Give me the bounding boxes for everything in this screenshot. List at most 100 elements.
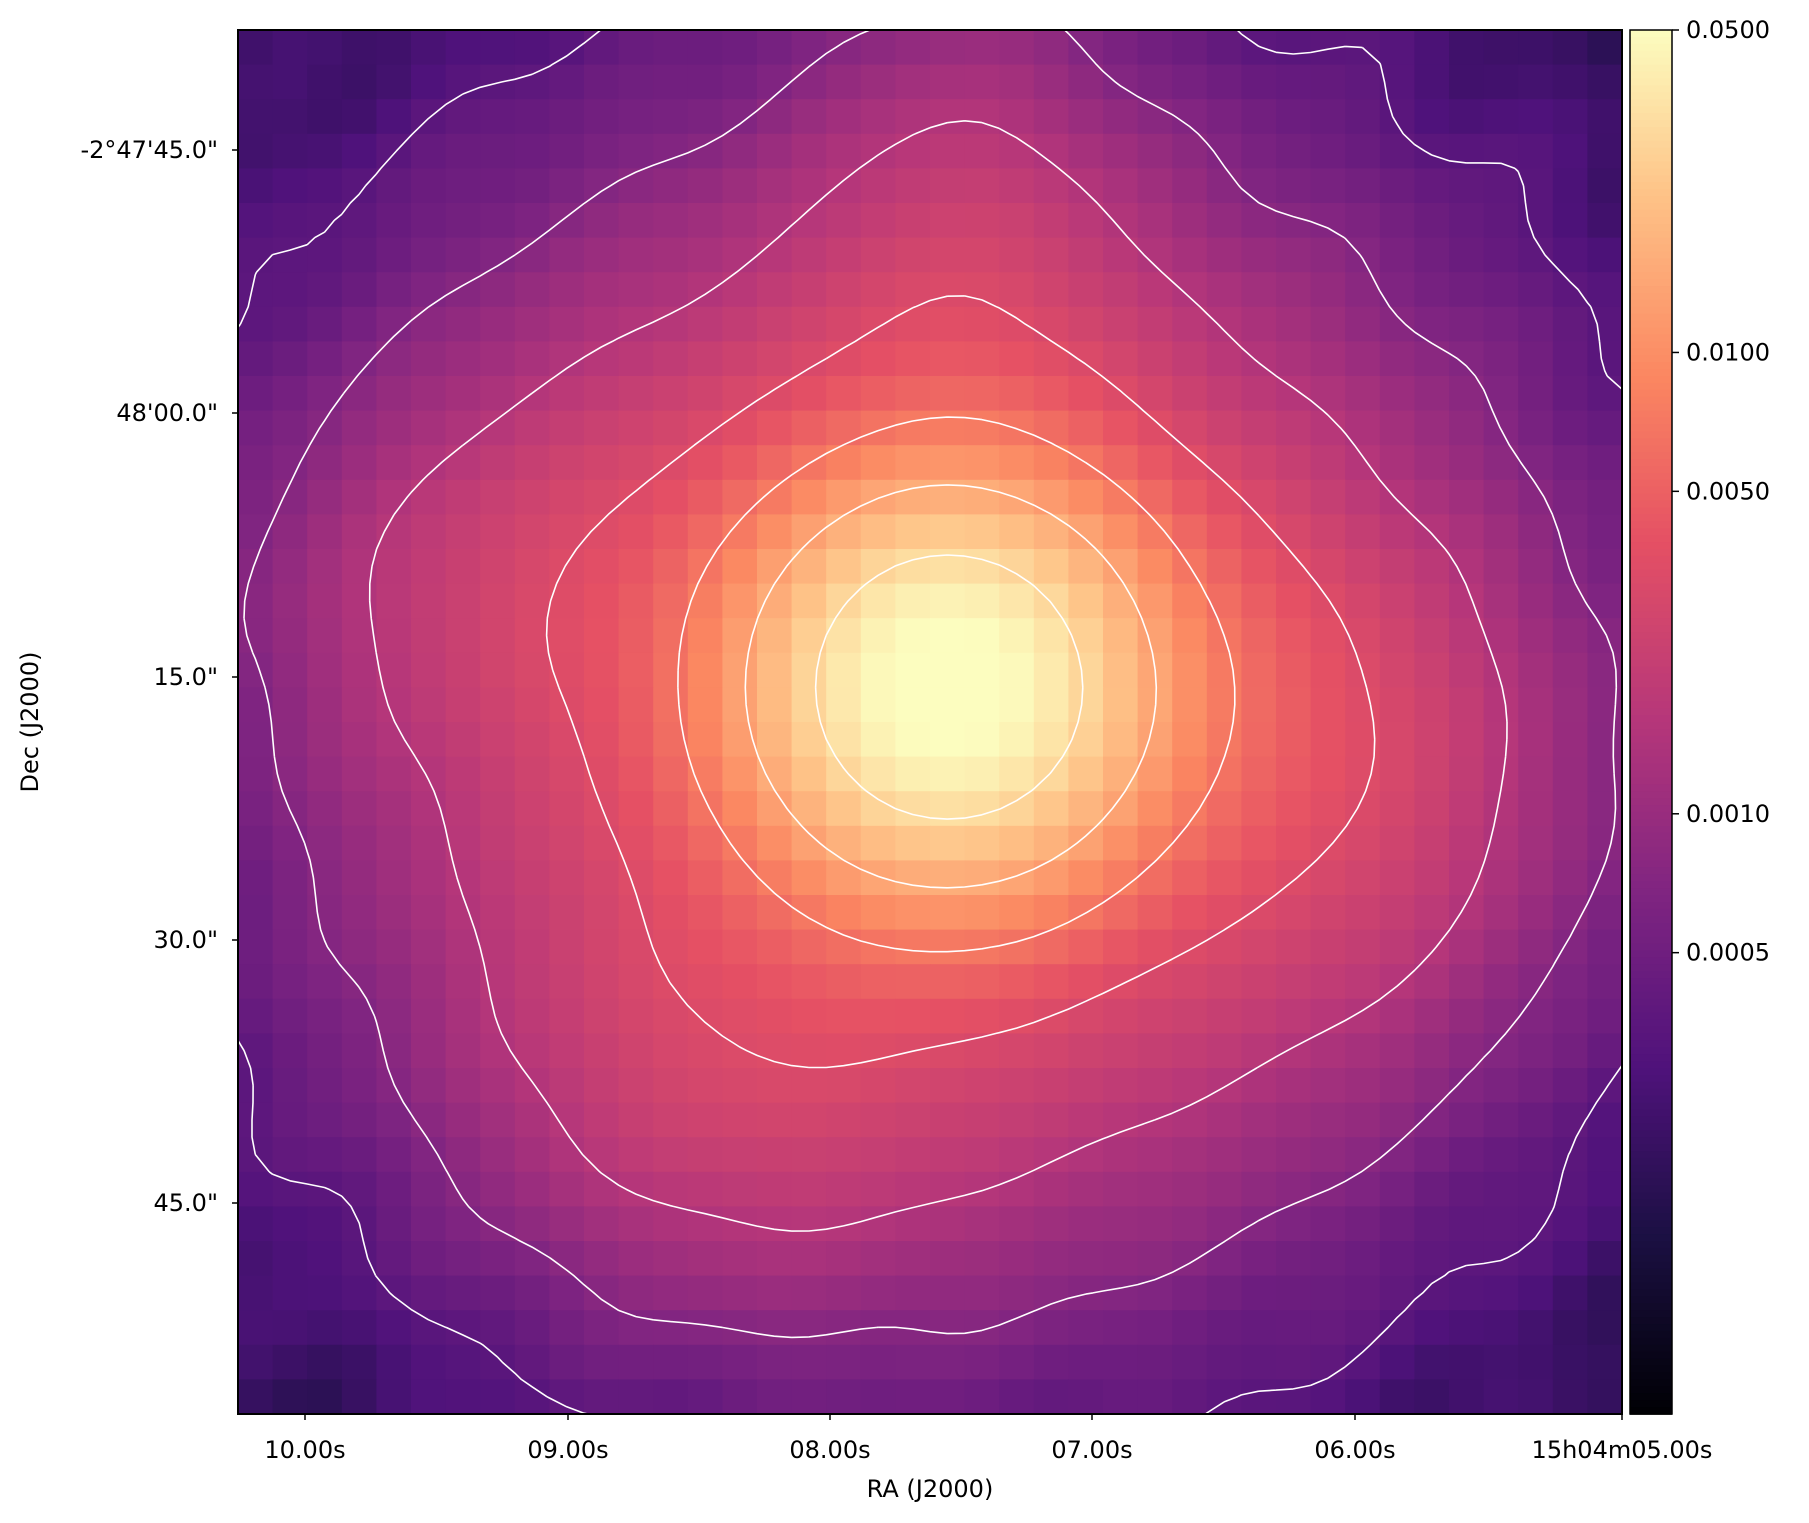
heatmap-cell bbox=[1449, 1137, 1485, 1173]
heatmap-cell bbox=[272, 998, 308, 1034]
heatmap-cell bbox=[1310, 306, 1346, 342]
heatmap-cell bbox=[1276, 1344, 1312, 1380]
heatmap-cell bbox=[618, 1206, 654, 1242]
heatmap-cell bbox=[1137, 722, 1173, 758]
heatmap-cell bbox=[1310, 825, 1346, 861]
heatmap-cell bbox=[1518, 99, 1554, 135]
heatmap-cell bbox=[307, 133, 343, 169]
heatmap-cell bbox=[445, 410, 481, 446]
heatmap-cell bbox=[618, 1310, 654, 1346]
heatmap-cell bbox=[1172, 479, 1208, 515]
colorbar-slice bbox=[1630, 576, 1672, 585]
heatmap-cell bbox=[307, 1379, 343, 1414]
heatmap-cell bbox=[653, 1068, 689, 1104]
heatmap-cell bbox=[1206, 1171, 1242, 1207]
heatmap-cell bbox=[480, 652, 516, 688]
heatmap-cell bbox=[307, 618, 343, 654]
heatmap-cell bbox=[1103, 1241, 1139, 1277]
heatmap-cell bbox=[1518, 583, 1554, 619]
heatmap-cell bbox=[1449, 514, 1485, 550]
heatmap-cell bbox=[1449, 445, 1485, 481]
heatmap-cell bbox=[272, 583, 308, 619]
heatmap-cell bbox=[584, 964, 620, 1000]
heatmap-cell bbox=[618, 272, 654, 308]
heatmap-cell bbox=[1345, 64, 1381, 100]
heatmap-cell bbox=[1103, 306, 1139, 342]
heatmap-cell bbox=[1033, 791, 1069, 827]
heatmap-cell bbox=[1518, 445, 1554, 481]
heatmap-cell bbox=[1379, 929, 1415, 965]
heatmap-cell bbox=[618, 860, 654, 896]
heatmap-cell bbox=[1172, 1275, 1208, 1311]
heatmap-cell bbox=[687, 1379, 723, 1414]
heatmap-cell bbox=[1414, 306, 1450, 342]
heatmap-cell bbox=[514, 791, 550, 827]
heatmap-cell bbox=[1276, 929, 1312, 965]
heatmap-cell bbox=[687, 583, 723, 619]
heatmap-cell bbox=[1103, 30, 1139, 66]
heatmap-cell bbox=[860, 203, 896, 239]
heatmap-cell bbox=[341, 583, 377, 619]
heatmap-cell bbox=[757, 445, 793, 481]
heatmap-cell bbox=[1345, 1206, 1381, 1242]
heatmap-cell bbox=[445, 168, 481, 204]
heatmap-cell bbox=[964, 168, 1000, 204]
heatmap-cell bbox=[757, 514, 793, 550]
heatmap-cell bbox=[687, 1033, 723, 1069]
heatmap-cell bbox=[1068, 1033, 1104, 1069]
heatmap-cell bbox=[860, 895, 896, 931]
heatmap-cell bbox=[514, 1310, 550, 1346]
heatmap-cell bbox=[480, 1344, 516, 1380]
heatmap-cell bbox=[1587, 410, 1622, 446]
heatmap-cell bbox=[1483, 722, 1519, 758]
heatmap-cell bbox=[549, 64, 585, 100]
heatmap-cell bbox=[480, 1102, 516, 1138]
heatmap-cell bbox=[1552, 1206, 1588, 1242]
heatmap-cell bbox=[1518, 791, 1554, 827]
heatmap-cell bbox=[514, 583, 550, 619]
heatmap-cell bbox=[307, 1241, 343, 1277]
heatmap-cell bbox=[376, 895, 412, 931]
heatmap-cell bbox=[307, 1033, 343, 1069]
heatmap-cell bbox=[238, 549, 274, 585]
heatmap-cell bbox=[1206, 376, 1242, 412]
colorbar-slice bbox=[1630, 1199, 1672, 1208]
heatmap-cell bbox=[341, 133, 377, 169]
heatmap-cell bbox=[1103, 1344, 1139, 1380]
heatmap-cell bbox=[1449, 998, 1485, 1034]
heatmap-cell bbox=[618, 1068, 654, 1104]
colorbar-slice bbox=[1630, 1185, 1672, 1194]
heatmap-cell bbox=[1414, 998, 1450, 1034]
heatmap-cell bbox=[1276, 1275, 1312, 1311]
heatmap-cell bbox=[1414, 756, 1450, 792]
heatmap-cell bbox=[930, 1171, 966, 1207]
heatmap-cell bbox=[1103, 272, 1139, 308]
colorbar-slice bbox=[1630, 1317, 1672, 1325]
heatmap-cell bbox=[687, 1241, 723, 1277]
colorbar-slice bbox=[1630, 645, 1672, 654]
heatmap-cell bbox=[1310, 652, 1346, 688]
colorbar-slice bbox=[1630, 638, 1672, 647]
colorbar-slice bbox=[1630, 1282, 1672, 1291]
heatmap-cell bbox=[307, 791, 343, 827]
heatmap-cell bbox=[1276, 133, 1312, 169]
heatmap-cell bbox=[1068, 64, 1104, 100]
heatmap-cell bbox=[999, 133, 1035, 169]
heatmap-cell bbox=[341, 99, 377, 135]
heatmap-cell bbox=[1241, 514, 1277, 550]
heatmap-cell bbox=[930, 306, 966, 342]
heatmap-cell bbox=[376, 791, 412, 827]
heatmap-cell bbox=[1449, 237, 1485, 273]
heatmap-cell bbox=[445, 618, 481, 654]
colorbar-slice bbox=[1630, 78, 1672, 87]
heatmap-cell bbox=[964, 272, 1000, 308]
heatmap-cell bbox=[895, 64, 931, 100]
heatmap-cell bbox=[1518, 687, 1554, 723]
heatmap-cell bbox=[1276, 445, 1312, 481]
heatmap-cell bbox=[1206, 895, 1242, 931]
heatmap-cell bbox=[1241, 825, 1277, 861]
heatmap-cell bbox=[584, 30, 620, 66]
heatmap-cell bbox=[272, 445, 308, 481]
heatmap-cell bbox=[653, 1344, 689, 1380]
heatmap-cell bbox=[1137, 1275, 1173, 1311]
